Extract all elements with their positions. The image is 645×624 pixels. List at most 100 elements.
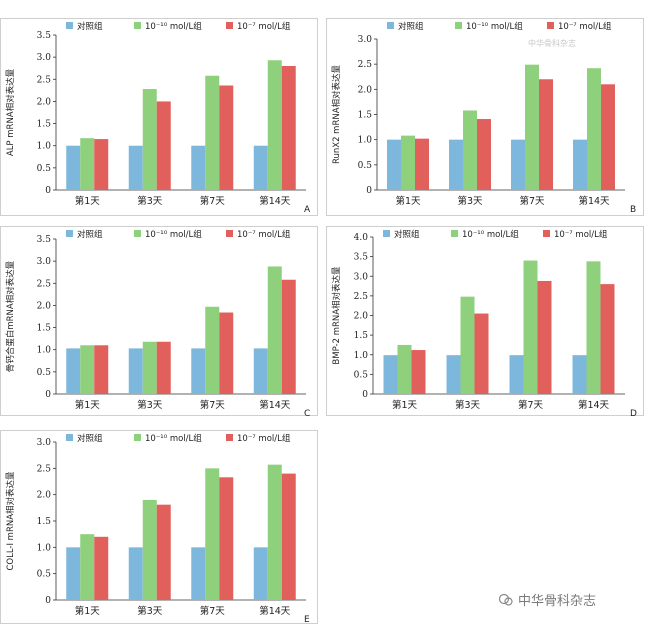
x-tick-label: 第3天 — [455, 399, 481, 411]
bar-high-dose — [281, 66, 296, 190]
legend-label: 10⁻¹⁰ mol/L组 — [462, 229, 519, 240]
panel-frame — [326, 226, 644, 416]
watermark-text: 中华骨科杂志 — [518, 594, 597, 609]
bar-high-dose — [537, 280, 552, 394]
legend-swatch — [383, 230, 390, 237]
y-tick-label: 0.5 — [37, 164, 52, 174]
legend-swatch — [66, 22, 73, 29]
bar-control — [573, 139, 587, 190]
x-tick-label: 第7天 — [200, 605, 226, 617]
y-tick-label: 1.5 — [358, 111, 373, 121]
bar-high-dose — [156, 341, 171, 394]
y-tick-label: 1.5 — [37, 120, 52, 130]
y-axis-label: RunX2 mRNA相对表达量 — [331, 64, 342, 164]
x-tick-label: 第1天 — [75, 195, 101, 207]
y-tick-label: 3.5 — [354, 253, 369, 263]
bar-high-dose — [600, 284, 615, 394]
legend-swatch — [66, 434, 73, 441]
bar-low-dose — [267, 60, 282, 190]
y-tick-label: 2.5 — [354, 292, 369, 302]
bar-high-dose — [539, 79, 553, 190]
x-tick-label: 第3天 — [137, 195, 163, 207]
bar-control — [128, 547, 143, 600]
bar-low-dose — [463, 110, 477, 190]
bar-high-dose — [156, 504, 171, 600]
panel-letter: C — [304, 409, 310, 419]
x-tick-label: 第14天 — [259, 605, 291, 617]
bar-control — [128, 348, 143, 394]
x-tick-label: 第14天 — [259, 195, 291, 207]
bar-control — [509, 355, 524, 394]
bar-control — [253, 145, 268, 190]
bar-control — [572, 355, 587, 394]
bar-high-dose — [94, 345, 109, 394]
x-tick-label: 第1天 — [392, 399, 418, 411]
y-tick-label: 3.0 — [37, 257, 52, 267]
legend-swatch — [547, 22, 554, 29]
y-tick-label: 0.5 — [37, 368, 52, 378]
x-tick-label: 第1天 — [75, 399, 101, 411]
panel-frame — [0, 226, 318, 416]
x-tick-label: 第3天 — [137, 605, 163, 617]
bar-low-dose — [205, 306, 220, 394]
bar-low-dose — [523, 260, 538, 394]
legend-label: 10⁻¹⁰ mol/L组 — [145, 21, 202, 32]
x-tick-label: 第7天 — [518, 399, 544, 411]
legend-swatch — [134, 22, 141, 29]
y-tick-label: 3.0 — [37, 438, 52, 448]
y-tick-label: 1.0 — [354, 351, 369, 361]
bar-control — [66, 547, 81, 600]
bar-control — [191, 145, 206, 190]
panel-letter: A — [304, 205, 311, 215]
legend-label: 10⁻¹⁰ mol/L组 — [466, 21, 523, 32]
bar-low-dose — [142, 89, 157, 190]
y-tick-label: 1.5 — [354, 331, 369, 341]
y-tick-label: 2.0 — [354, 312, 369, 322]
bar-control — [387, 139, 401, 190]
legend-swatch — [134, 434, 141, 441]
bar-control — [511, 139, 525, 190]
y-tick-label: 0 — [366, 186, 372, 196]
wechat-icon — [498, 593, 513, 606]
legend-label: 对照组 — [77, 229, 103, 240]
legend-label: 对照组 — [77, 21, 103, 32]
legend-label: 对照组 — [398, 21, 424, 32]
x-tick-label: 第14天 — [578, 195, 610, 207]
y-tick-label: 0 — [45, 390, 51, 400]
legend-label: 10⁻⁷ mol/L组 — [554, 229, 608, 240]
bar-low-dose — [525, 64, 539, 190]
bar-low-dose — [401, 135, 415, 190]
panel-letter: E — [304, 615, 310, 624]
bar-high-dose — [281, 279, 296, 394]
y-tick-label: 1.0 — [37, 346, 52, 356]
watermark: 中华骨科杂志 — [498, 590, 596, 609]
legend-label: 10⁻¹⁰ mol/L组 — [145, 229, 202, 240]
y-axis-label: ALP mRNA相对表达量 — [5, 68, 16, 156]
panel-letter: B — [630, 205, 636, 215]
y-tick-label: 2.0 — [37, 491, 52, 501]
x-tick-label: 第7天 — [200, 195, 226, 207]
bar-high-dose — [474, 313, 489, 394]
legend-swatch — [134, 230, 141, 237]
x-tick-label: 第14天 — [259, 399, 291, 411]
bar-low-dose — [142, 499, 157, 600]
y-tick-label: 0 — [45, 186, 51, 196]
y-tick-label: 2.0 — [37, 301, 52, 311]
y-tick-label: 0 — [45, 596, 51, 606]
x-tick-label: 第7天 — [200, 399, 226, 411]
bar-low-dose — [460, 296, 475, 394]
y-tick-label: 0.5 — [354, 370, 369, 380]
bar-low-dose — [587, 68, 601, 190]
y-axis-label: BMP-2 mRNA相对表达量 — [331, 266, 342, 365]
y-tick-label: 3.5 — [37, 235, 52, 245]
x-tick-label: 第14天 — [578, 399, 610, 411]
bar-low-dose — [397, 344, 412, 394]
x-tick-label: 第1天 — [395, 195, 421, 207]
y-axis-label: COLL-Ⅰ mRNA相对表达量 — [5, 471, 16, 571]
legend-label: 对照组 — [77, 433, 103, 444]
bar-low-dose — [267, 464, 282, 600]
legend-label: 对照组 — [394, 229, 420, 240]
y-tick-label: 1.0 — [37, 142, 52, 152]
y-tick-label: 3.5 — [37, 31, 52, 41]
